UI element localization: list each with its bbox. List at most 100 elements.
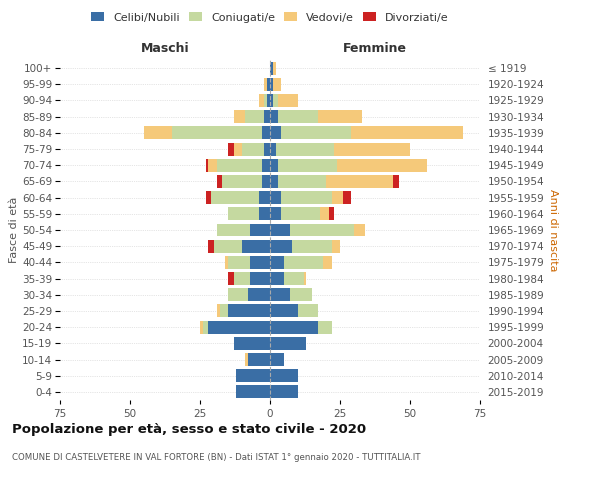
Bar [290, 224, 354, 236]
Bar [393, 175, 399, 188]
Y-axis label: Fasce di età: Fasce di età [10, 197, 19, 263]
Bar [270, 94, 273, 107]
Bar [262, 126, 270, 140]
Bar [228, 256, 250, 269]
Bar [281, 208, 320, 220]
Bar [214, 240, 242, 252]
Bar [217, 159, 262, 172]
Bar [233, 272, 250, 285]
Bar [281, 191, 332, 204]
Bar [273, 94, 278, 107]
Bar [233, 142, 242, 156]
Bar [225, 256, 228, 269]
Bar [270, 159, 278, 172]
Bar [259, 208, 270, 220]
Bar [265, 94, 267, 107]
Bar [242, 240, 270, 252]
Bar [320, 208, 329, 220]
Bar [200, 320, 203, 334]
Bar [323, 256, 332, 269]
Bar [270, 256, 284, 269]
Bar [250, 224, 270, 236]
Legend: Celibi/Nubili, Coniugati/e, Vedovi/e, Divorziati/e: Celibi/Nubili, Coniugati/e, Vedovi/e, Di… [87, 8, 453, 27]
Bar [351, 126, 463, 140]
Bar [259, 191, 270, 204]
Bar [317, 110, 362, 123]
Bar [298, 304, 317, 318]
Bar [270, 288, 290, 301]
Bar [270, 142, 275, 156]
Bar [278, 94, 298, 107]
Bar [270, 191, 281, 204]
Bar [236, 369, 270, 382]
Bar [326, 175, 393, 188]
Bar [242, 142, 265, 156]
Bar [267, 78, 270, 91]
Bar [270, 126, 281, 140]
Bar [248, 353, 270, 366]
Bar [172, 126, 262, 140]
Bar [270, 304, 298, 318]
Bar [228, 272, 233, 285]
Bar [203, 320, 208, 334]
Bar [270, 240, 292, 252]
Bar [228, 142, 233, 156]
Bar [334, 142, 410, 156]
Bar [245, 353, 248, 366]
Bar [281, 126, 351, 140]
Bar [211, 191, 259, 204]
Bar [220, 304, 228, 318]
Bar [273, 62, 275, 74]
Bar [270, 320, 317, 334]
Bar [275, 142, 334, 156]
Bar [354, 224, 365, 236]
Bar [236, 386, 270, 398]
Bar [248, 288, 270, 301]
Text: COMUNE DI CASTELVETERE IN VAL FORTORE (BN) - Dati ISTAT 1° gennaio 2020 - TUTTIT: COMUNE DI CASTELVETERE IN VAL FORTORE (B… [12, 452, 421, 462]
Bar [245, 110, 265, 123]
Bar [265, 78, 267, 91]
Bar [265, 142, 270, 156]
Bar [206, 159, 208, 172]
Bar [332, 240, 340, 252]
Bar [217, 304, 220, 318]
Bar [259, 94, 265, 107]
Bar [329, 208, 334, 220]
Bar [267, 94, 270, 107]
Bar [284, 272, 304, 285]
Bar [332, 191, 343, 204]
Bar [273, 78, 281, 91]
Bar [317, 320, 332, 334]
Bar [270, 337, 307, 350]
Bar [208, 159, 217, 172]
Bar [270, 224, 290, 236]
Bar [343, 191, 351, 204]
Bar [292, 240, 332, 252]
Bar [228, 304, 270, 318]
Bar [228, 288, 248, 301]
Bar [208, 320, 270, 334]
Bar [270, 175, 278, 188]
Bar [284, 256, 323, 269]
Bar [270, 386, 298, 398]
Bar [208, 240, 214, 252]
Bar [278, 159, 337, 172]
Bar [304, 272, 307, 285]
Bar [206, 191, 211, 204]
Bar [270, 353, 284, 366]
Bar [270, 62, 273, 74]
Text: Maschi: Maschi [140, 42, 190, 55]
Bar [278, 175, 326, 188]
Bar [270, 110, 278, 123]
Bar [270, 272, 284, 285]
Text: Femmine: Femmine [343, 42, 407, 55]
Bar [270, 369, 298, 382]
Bar [270, 78, 273, 91]
Bar [233, 110, 245, 123]
Bar [228, 208, 259, 220]
Y-axis label: Anni di nascita: Anni di nascita [548, 188, 558, 271]
Bar [233, 337, 270, 350]
Bar [290, 288, 312, 301]
Text: Popolazione per età, sesso e stato civile - 2020: Popolazione per età, sesso e stato civil… [12, 422, 366, 436]
Bar [144, 126, 172, 140]
